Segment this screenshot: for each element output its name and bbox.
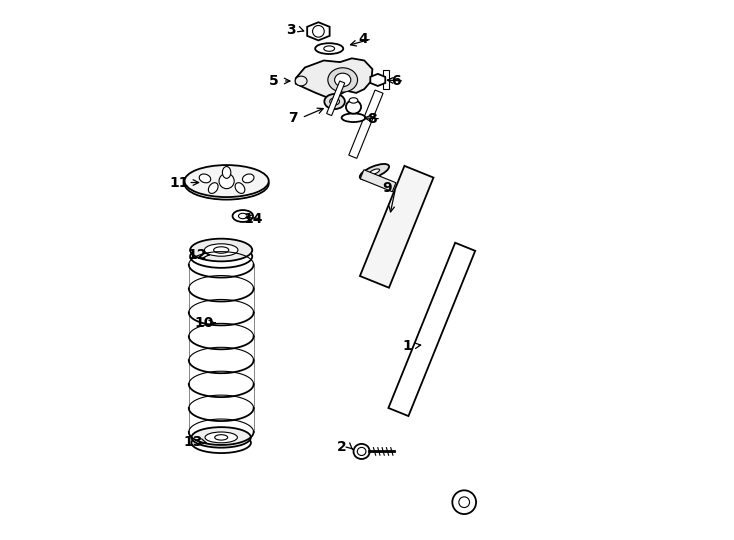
Ellipse shape: [192, 433, 251, 453]
Ellipse shape: [328, 68, 357, 92]
Ellipse shape: [295, 76, 307, 86]
Ellipse shape: [235, 183, 245, 193]
Polygon shape: [383, 71, 388, 89]
Circle shape: [459, 497, 470, 508]
Text: 10: 10: [195, 316, 214, 330]
Ellipse shape: [184, 167, 269, 200]
Text: 5: 5: [269, 74, 279, 88]
Ellipse shape: [208, 183, 218, 193]
Ellipse shape: [324, 94, 345, 109]
Ellipse shape: [233, 210, 253, 222]
Ellipse shape: [369, 169, 379, 174]
Ellipse shape: [205, 244, 238, 256]
Polygon shape: [349, 90, 383, 158]
Polygon shape: [388, 243, 475, 416]
Circle shape: [219, 173, 234, 188]
Text: 7: 7: [288, 111, 298, 125]
Ellipse shape: [349, 98, 357, 103]
Ellipse shape: [341, 113, 366, 122]
Text: 9: 9: [382, 181, 392, 195]
Text: 6: 6: [390, 74, 401, 88]
Polygon shape: [360, 170, 396, 192]
Ellipse shape: [357, 447, 366, 455]
Ellipse shape: [330, 98, 339, 105]
Ellipse shape: [335, 73, 351, 86]
Ellipse shape: [199, 174, 211, 183]
Text: 4: 4: [358, 32, 368, 46]
Text: 2: 2: [337, 440, 346, 454]
Ellipse shape: [215, 435, 228, 440]
Ellipse shape: [354, 444, 370, 459]
Ellipse shape: [324, 46, 335, 51]
Text: 1: 1: [403, 339, 413, 353]
Ellipse shape: [214, 247, 229, 253]
Ellipse shape: [346, 100, 361, 114]
Polygon shape: [360, 166, 434, 288]
Ellipse shape: [239, 213, 247, 219]
Ellipse shape: [184, 165, 269, 197]
Polygon shape: [307, 22, 330, 40]
Text: 14: 14: [244, 212, 264, 226]
Text: 12: 12: [187, 248, 207, 262]
Text: 3: 3: [286, 23, 297, 37]
Text: 8: 8: [368, 112, 377, 126]
Circle shape: [313, 25, 324, 37]
Ellipse shape: [190, 239, 252, 261]
Ellipse shape: [205, 432, 237, 443]
Circle shape: [452, 490, 476, 514]
Polygon shape: [371, 74, 385, 86]
Ellipse shape: [242, 174, 254, 183]
Polygon shape: [327, 81, 345, 116]
Ellipse shape: [315, 43, 344, 54]
Polygon shape: [296, 58, 372, 97]
Text: 11: 11: [170, 176, 189, 190]
Text: 13: 13: [184, 435, 203, 449]
Ellipse shape: [222, 166, 230, 178]
Ellipse shape: [192, 427, 251, 448]
Ellipse shape: [190, 245, 252, 268]
Ellipse shape: [360, 164, 389, 179]
